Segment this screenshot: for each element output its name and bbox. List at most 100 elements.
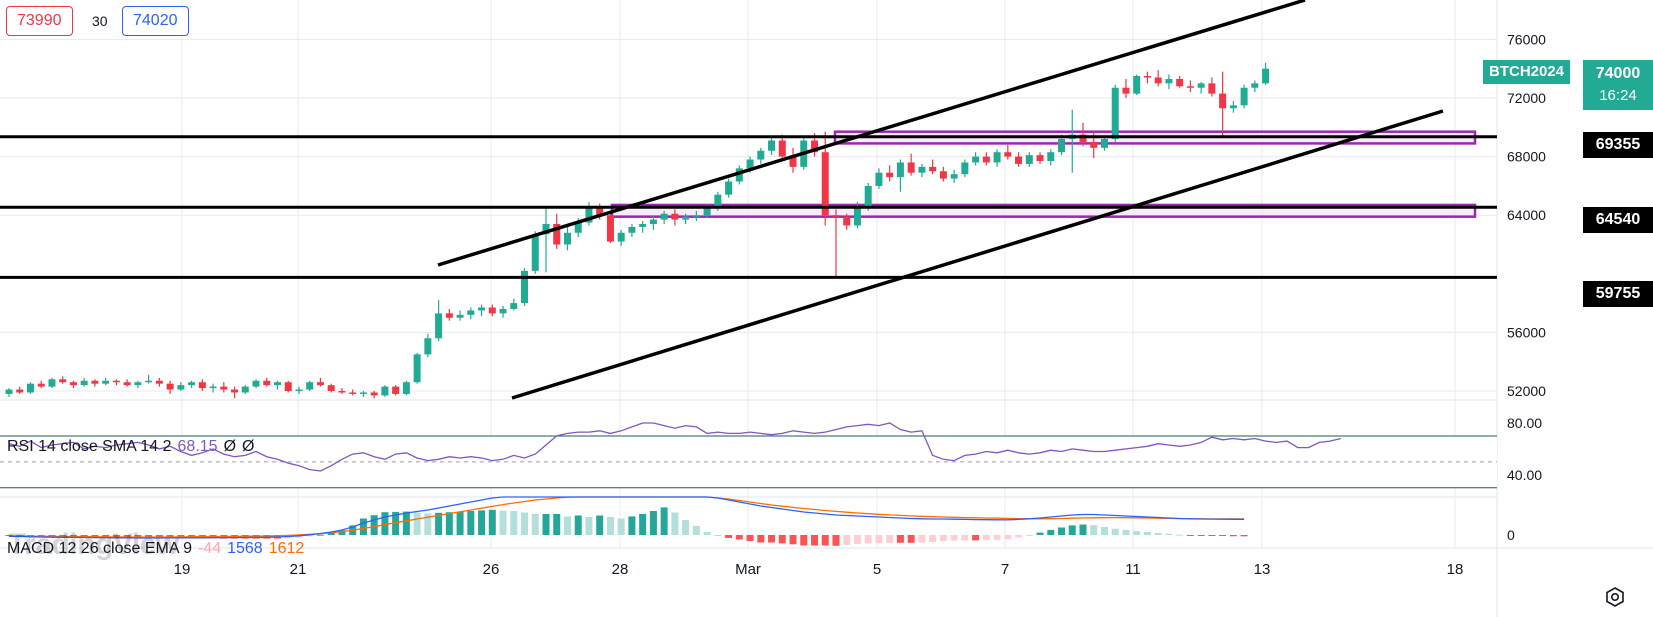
macd-histogram-bar xyxy=(671,512,679,535)
candle-body xyxy=(188,382,196,386)
candle-body xyxy=(1100,139,1108,148)
candle-body xyxy=(478,307,486,311)
candle-body xyxy=(703,207,711,216)
ask-price-button[interactable]: 74020 xyxy=(122,6,189,36)
candle-body xyxy=(1036,155,1044,161)
macd-histogram-bar xyxy=(1090,525,1098,535)
rsi-pane xyxy=(0,422,1497,489)
candle-body xyxy=(1004,152,1012,157)
candle-body xyxy=(864,185,872,208)
macd-histogram-bar xyxy=(918,535,926,543)
candle-body xyxy=(1111,87,1119,140)
macd-histogram-bar xyxy=(1111,528,1119,535)
candle-body xyxy=(69,382,77,386)
macd-histogram-bar xyxy=(832,535,840,546)
last-price: 74000 xyxy=(1595,65,1641,82)
macd-histogram-bar xyxy=(639,514,647,535)
candle-body xyxy=(370,392,378,396)
macd-histogram-bar xyxy=(886,535,894,543)
candle-body xyxy=(628,226,636,233)
candle-body xyxy=(402,382,410,394)
candle-body xyxy=(982,156,990,163)
candle-body xyxy=(1058,139,1066,153)
candlestick-series xyxy=(5,62,1270,399)
macd-histogram-bar xyxy=(939,535,947,541)
candle-body xyxy=(209,386,217,389)
macd-histogram-bar xyxy=(1165,533,1173,535)
macd-histogram-bar xyxy=(843,535,851,545)
macd-histogram-bar xyxy=(456,511,464,535)
macd-hist-value: -44 xyxy=(197,540,222,557)
macd-histogram-bar xyxy=(1079,524,1087,535)
macd-histogram-bar xyxy=(574,515,582,535)
macd-histogram-bar xyxy=(1154,532,1162,535)
candle-body xyxy=(1025,155,1033,164)
candle-body xyxy=(327,385,335,391)
settings-gear-icon[interactable] xyxy=(1603,585,1627,609)
macd-histogram-bar xyxy=(692,526,700,535)
candle-body xyxy=(231,389,239,393)
macd-line xyxy=(8,496,1245,539)
macd-histogram-bar xyxy=(950,535,958,541)
macd-legend[interactable]: MACD 12 26 close EMA 9 -44 1568 1612 xyxy=(7,540,310,558)
date-axis[interactable]: 19 21 26 28 Mar 5 7 11 13 18 xyxy=(174,561,1464,578)
macd-histogram-bar xyxy=(306,535,314,537)
candle-body xyxy=(295,389,303,392)
candle-body xyxy=(531,234,539,271)
price-tick-label: 64000 xyxy=(1507,207,1546,223)
macd-histogram-bar xyxy=(1025,535,1033,536)
macd-histogram-bar xyxy=(316,534,324,536)
bar-countdown: 16:24 xyxy=(1599,87,1637,104)
macd-histogram-bar xyxy=(467,511,475,535)
candle-body xyxy=(671,213,679,220)
candle-body xyxy=(177,385,185,390)
macd-histogram-bar xyxy=(1004,535,1012,540)
macd-histogram-bar xyxy=(499,510,507,535)
macd-histogram-bar xyxy=(1197,535,1205,536)
spread-value: 30 xyxy=(92,13,108,29)
candle-body xyxy=(510,303,518,309)
macd-histogram-bar xyxy=(338,530,346,535)
macd-histogram-bar xyxy=(402,511,410,535)
macd-histogram-bar xyxy=(682,520,690,535)
candle-body xyxy=(220,386,228,390)
macd-histogram-bar xyxy=(649,511,657,535)
macd-histogram-bar xyxy=(864,535,872,544)
macd-histogram-bar xyxy=(359,518,367,535)
candle-body xyxy=(1090,141,1098,148)
candle-body xyxy=(843,216,851,226)
bid-price-button[interactable]: 73990 xyxy=(6,6,73,36)
macd-histogram-bar xyxy=(134,535,142,538)
macd-histogram-bar xyxy=(1015,535,1023,538)
macd-histogram-bar xyxy=(1229,535,1237,537)
candle-body xyxy=(521,270,529,304)
candle-body xyxy=(746,159,754,169)
candle-body xyxy=(896,162,904,178)
rsi-legend[interactable]: RSI 14 close SMA 14 2 68.15 Ø Ø xyxy=(7,438,260,456)
candle-body xyxy=(1219,93,1227,109)
macd-histogram-bar xyxy=(553,514,561,535)
candle-body xyxy=(424,338,432,355)
rsi-extra-1: Ø xyxy=(223,438,237,455)
candle-body xyxy=(1122,87,1130,94)
candle-body xyxy=(1133,76,1141,94)
candle-body xyxy=(950,174,958,179)
macd-histogram-bar xyxy=(982,535,990,541)
macd-histogram-bar xyxy=(1219,535,1227,536)
candle-body xyxy=(768,140,776,151)
macd-signal-value: 1612 xyxy=(268,540,305,557)
candle-body xyxy=(972,156,980,163)
candle-body xyxy=(306,382,314,390)
macd-histogram-bar xyxy=(488,509,496,535)
candle-body xyxy=(16,389,24,393)
macd-histogram-bar xyxy=(370,515,378,535)
level-label-2: 64540 xyxy=(1583,207,1653,233)
macd-histogram-bar xyxy=(1176,534,1184,536)
candle-body xyxy=(1079,134,1087,142)
macd-histogram-bar xyxy=(993,535,1001,540)
candle-body xyxy=(961,162,969,175)
price-axis[interactable]: 76000 72000 68000 64000 56000 52000 80.00 40.00… xyxy=(1507,31,1546,543)
candle-body xyxy=(155,380,163,384)
candle-body xyxy=(467,310,475,315)
